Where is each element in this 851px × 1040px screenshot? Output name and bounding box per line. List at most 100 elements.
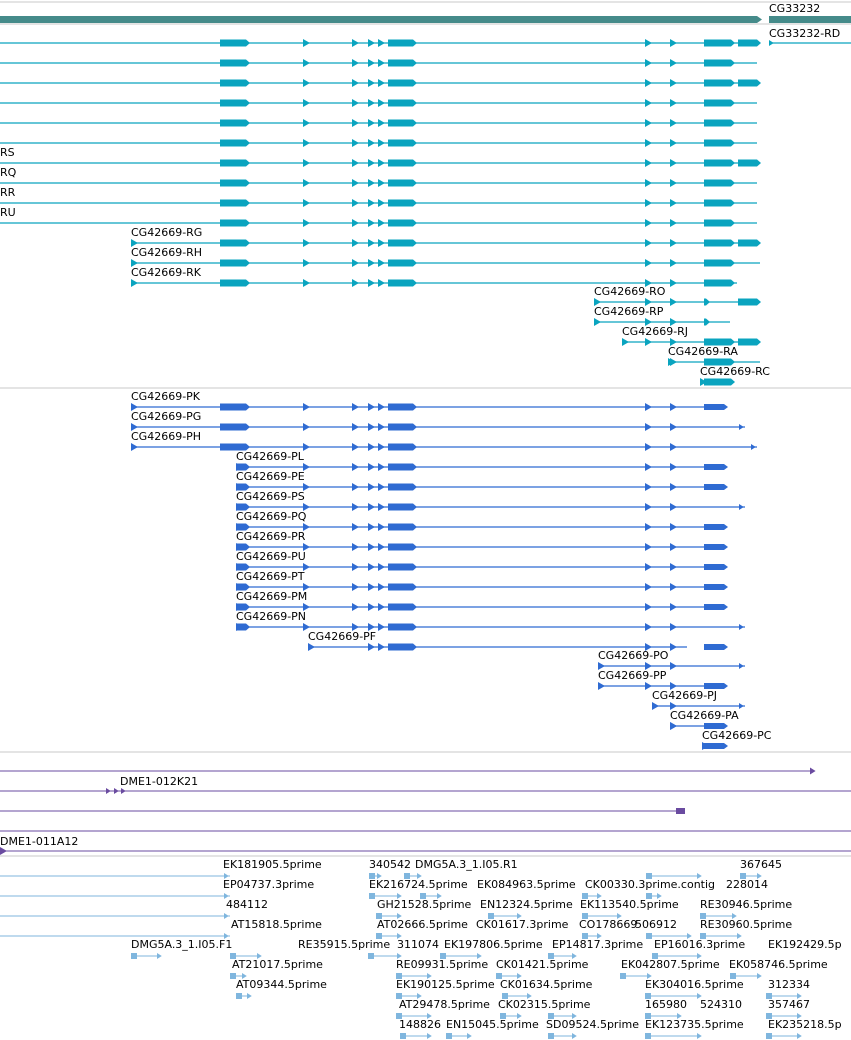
est-label: AT09344.5prime	[236, 978, 327, 991]
right-arrowhead-icon	[572, 1033, 577, 1039]
right-arrowhead-icon	[114, 788, 119, 794]
right-arrowhead-icon	[647, 973, 652, 979]
gene-bar[interactable]	[0, 16, 757, 23]
right-arrowhead-icon	[769, 40, 774, 46]
est-label: AT15818.5prime	[231, 918, 322, 931]
protein-label: CG42669-PS	[236, 490, 305, 503]
est-label: 367645	[740, 858, 782, 871]
transcript-label: CG42669-RO	[594, 285, 666, 298]
right-arrowhead-icon	[427, 1033, 432, 1039]
est-label: EK192429.5p	[768, 938, 842, 951]
protein-row[interactable]	[236, 583, 728, 591]
protein-row[interactable]	[598, 682, 728, 690]
transcript-row[interactable]	[0, 99, 757, 107]
right-arrowhead-icon	[417, 993, 422, 999]
transcript-row[interactable]	[0, 159, 761, 167]
right-arrowhead-icon	[397, 913, 402, 919]
right-arrowhead-icon	[739, 504, 744, 510]
est-label: RE30960.5prime	[700, 918, 792, 931]
est-label: EK235218.5p	[768, 1018, 842, 1031]
protein-label: CG42669-PF	[308, 630, 376, 643]
est-label: EN12324.5prime	[480, 898, 573, 911]
protein-row[interactable]	[236, 523, 728, 531]
est-label: CK00330.3prime.contig	[585, 878, 715, 891]
transcript-label: RR	[0, 186, 16, 199]
protein-label: CG42669-PJ	[652, 689, 717, 702]
est-label: EK304016.5prime	[645, 978, 744, 991]
transcript-label: RU	[0, 206, 16, 219]
right-arrowhead-icon	[397, 933, 402, 939]
est-label: EK113540.5prime	[580, 898, 679, 911]
transcript-row[interactable]	[0, 59, 757, 67]
protein-label: CG42669-PT	[236, 570, 305, 583]
est-label: 340542	[369, 858, 411, 871]
protein-row[interactable]	[598, 662, 745, 670]
protein-label: CG42669-PO	[598, 649, 669, 662]
transcript-row[interactable]	[668, 358, 760, 366]
protein-row[interactable]	[131, 423, 745, 431]
est-label: EN15045.5prime	[446, 1018, 539, 1031]
transcript-row[interactable]	[0, 39, 761, 47]
transcript-row[interactable]	[622, 338, 761, 346]
right-arrowhead-icon	[417, 873, 422, 879]
right-arrowhead-icon	[224, 933, 229, 939]
est-label: AT21017.5prime	[232, 958, 323, 971]
right-arrowhead-icon	[517, 1013, 522, 1019]
est-label: 357467	[768, 998, 810, 1011]
protein-row[interactable]	[236, 623, 745, 631]
protein-label: CG42669-PN	[236, 610, 306, 623]
transcript-row[interactable]	[594, 298, 761, 306]
right-arrowhead-icon	[810, 767, 816, 775]
right-arrowhead-icon	[224, 893, 229, 899]
protein-row[interactable]	[131, 403, 728, 411]
gene-bar[interactable]	[769, 16, 851, 23]
protein-label: CG42669-PC	[702, 729, 772, 742]
protein-label: CG42669-PK	[131, 390, 201, 403]
right-arrowhead-icon	[697, 1033, 702, 1039]
protein-label: CG42669-PM	[236, 590, 307, 603]
transcript-row[interactable]	[131, 259, 760, 267]
transcript-label: RS	[0, 146, 15, 159]
transcript-row[interactable]	[0, 139, 757, 147]
protein-row[interactable]	[236, 563, 728, 571]
protein-label: CG42669-PA	[670, 709, 739, 722]
protein-row[interactable]	[702, 742, 728, 750]
transcript-row[interactable]	[131, 279, 737, 287]
right-arrowhead-icon	[739, 424, 744, 430]
right-arrowhead-icon	[687, 933, 692, 939]
transcript-row[interactable]	[0, 199, 757, 207]
transcript-row[interactable]	[0, 79, 761, 87]
transcript-row[interactable]	[0, 179, 757, 187]
protein-row[interactable]	[236, 503, 745, 511]
protein-label: CG42669-PL	[236, 450, 305, 463]
right-arrowhead-icon	[617, 913, 622, 919]
protein-row[interactable]	[131, 443, 757, 451]
protein-row[interactable]	[236, 483, 728, 491]
right-arrowhead-icon	[697, 993, 702, 999]
est-label: 524310	[700, 998, 742, 1011]
protein-label: CG42669-PU	[236, 550, 306, 563]
right-arrowhead-icon	[572, 1013, 577, 1019]
bac-track[interactable]	[0, 770, 851, 855]
protein-row[interactable]	[652, 702, 745, 710]
protein-row[interactable]	[308, 643, 728, 651]
transcript-label: CG42669-RA	[668, 345, 738, 358]
transcript-row[interactable]	[700, 378, 735, 386]
protein-row[interactable]	[236, 603, 728, 611]
transcript-row[interactable]	[0, 219, 757, 227]
right-arrowhead-icon	[527, 993, 532, 999]
protein-row[interactable]	[236, 463, 728, 471]
transcript-label: RQ	[0, 166, 17, 179]
right-arrowhead-icon	[427, 1013, 432, 1019]
right-arrowhead-icon	[467, 1033, 472, 1039]
transcript-row[interactable]	[131, 239, 761, 247]
est-label: EP14817.3prime	[552, 938, 643, 951]
transcript-row[interactable]	[594, 318, 730, 326]
est-label: EK058746.5prime	[729, 958, 828, 971]
protein-row[interactable]	[236, 543, 728, 551]
transcript-row[interactable]	[0, 119, 757, 127]
transcript-label: CG42669-RC	[700, 365, 770, 378]
right-arrowhead-icon	[739, 624, 744, 630]
protein-row[interactable]	[670, 722, 728, 730]
est-label: 506912	[635, 918, 677, 931]
